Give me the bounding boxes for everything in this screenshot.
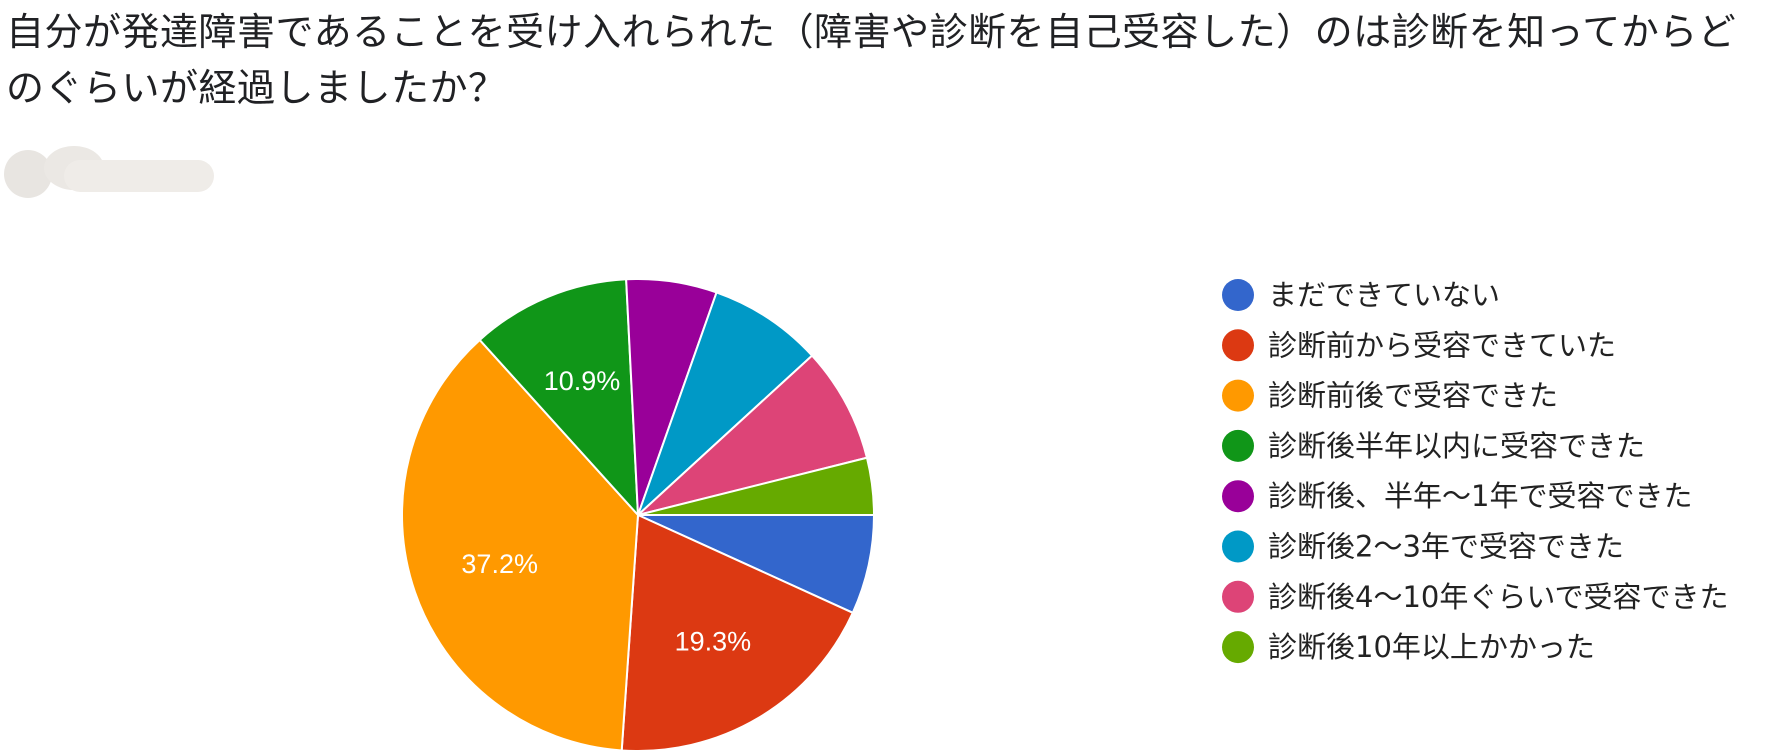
pie-slice-8 xyxy=(637,456,876,516)
legend-swatch-3 xyxy=(1222,379,1254,412)
legend-swatch-7 xyxy=(1222,580,1254,613)
chart-title: 自分が発達障害であることを受け入れられた（障害や診断を自己受容した）のは診断を知… xyxy=(6,10,1737,110)
legend-label-3: 診断前後で受容できた xyxy=(1268,379,1558,413)
legend-swatch-8 xyxy=(1222,631,1254,664)
legend-swatch-5 xyxy=(1222,480,1254,513)
legend-swatch-2 xyxy=(1222,329,1254,362)
legend-item-5: 診断後、半年～1年で受容できた xyxy=(1222,479,1692,513)
pie-slice-2 xyxy=(620,513,855,752)
legend-label-1: まだできていない xyxy=(1268,278,1500,312)
legend-swatch-4 xyxy=(1222,429,1254,462)
legend-item-2: 診断前から受容できていた xyxy=(1222,328,1616,362)
pie-data-label-2: 19.3% xyxy=(675,627,752,657)
redacted-response-count xyxy=(4,146,214,198)
legend-item-8: 診断後10年以上かかった xyxy=(1222,630,1595,664)
legend-label-5: 診断後、半年～1年で受容できた xyxy=(1268,479,1692,513)
pie-slices xyxy=(401,278,876,752)
legend-item-4: 診断後半年以内に受容できた xyxy=(1222,429,1645,463)
pie-slice-6 xyxy=(637,291,814,516)
pie-data-label-4: 10.9% xyxy=(544,366,621,396)
legend-label-7: 診断後4～10年ぐらいで受容できた xyxy=(1268,580,1728,614)
pie-slice-4 xyxy=(478,278,640,518)
pie-slice-3 xyxy=(401,338,640,752)
legend-item-3: 診断前後で受容できた xyxy=(1222,379,1558,413)
legend-label-6: 診断後2～3年で受容できた xyxy=(1268,530,1624,564)
legend-swatch-6 xyxy=(1222,530,1254,563)
legend-label-8: 診断後10年以上かかった xyxy=(1268,630,1595,664)
legend: まだできていない診断前から受容できていた診断前後で受容できた診断後半年以内に受容… xyxy=(1222,278,1728,664)
legend-item-7: 診断後4～10年ぐらいで受容できた xyxy=(1222,580,1728,614)
legend-label-4: 診断後半年以内に受容できた xyxy=(1268,429,1645,463)
legend-swatch-1 xyxy=(1222,279,1254,311)
pie-data-labels: 19.3% 37.2% 10.9% xyxy=(461,366,751,657)
legend-item-1: まだできていない xyxy=(1222,278,1500,312)
legend-label-2: 診断前から受容できていた xyxy=(1268,328,1616,362)
pie-slice-7 xyxy=(637,354,869,516)
legend-item-6: 診断後2～3年で受容できた xyxy=(1222,530,1624,564)
pie-data-label-3: 37.2% xyxy=(461,549,538,579)
